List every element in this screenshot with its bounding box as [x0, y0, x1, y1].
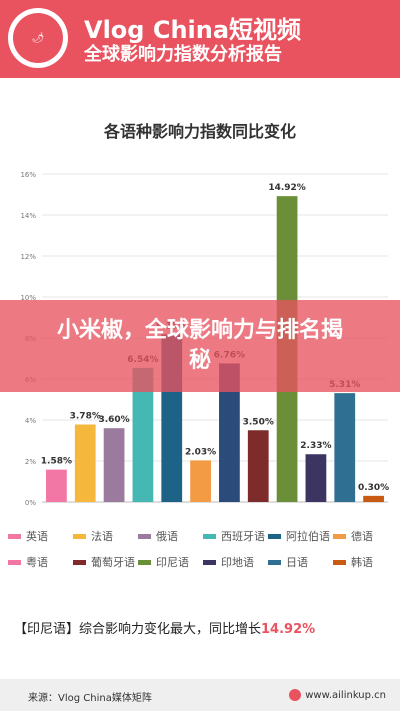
- legend-swatch: [268, 559, 281, 565]
- legend-label: 印尼语: [156, 556, 189, 569]
- legend-swatch: [333, 533, 346, 539]
- legend-item: 印尼语: [138, 554, 189, 570]
- bar-英语: [247, 430, 269, 502]
- legend-item: 法语: [73, 528, 113, 544]
- y-tick-label: 12%: [20, 253, 36, 261]
- legend-swatch: [333, 559, 346, 565]
- legend-swatch: [203, 533, 216, 539]
- bar-data-label: 2.33%: [300, 441, 331, 451]
- legend-swatch: [73, 533, 86, 539]
- y-tick-label: 0%: [25, 499, 36, 507]
- legend-label: 粤语: [26, 556, 48, 569]
- legend-label: 德语: [351, 530, 373, 543]
- chili-logo-icon: 🌶: [13, 13, 63, 63]
- bar-德语: [190, 460, 211, 502]
- overlay-banner: 小米椒，全球影响力与排名揭秘: [0, 300, 400, 392]
- footer-bar: 来源：Vlog China媒体矩阵 www.ailinkup.cn: [0, 679, 400, 711]
- y-tick-label: 4%: [25, 417, 36, 425]
- summary-highlight: 14.92%: [261, 622, 316, 637]
- legend-swatch: [268, 533, 281, 539]
- header-title: Vlog China短视频: [84, 16, 302, 44]
- bar-data-label: 3.78%: [70, 412, 101, 422]
- report-header: 🌶 Vlog China短视频 全球影响力指数分析报告: [0, 0, 400, 78]
- legend-label: 西班牙语: [221, 530, 265, 543]
- legend-label: 阿拉伯语: [286, 530, 330, 543]
- legend-item: 英语: [8, 528, 48, 544]
- summary-text: 【印尼语】综合影响力变化最大，同比增长: [14, 622, 262, 637]
- y-tick-label: 16%: [20, 171, 36, 179]
- footer-source: 来源：Vlog China媒体矩阵: [28, 693, 152, 704]
- legend-item: 韩语: [333, 554, 373, 570]
- legend-swatch: [8, 559, 21, 565]
- globe-icon: [289, 689, 302, 701]
- legend-item: 印地语: [203, 554, 254, 570]
- legend-label: 韩语: [351, 556, 373, 569]
- legend-item: 德语: [333, 528, 373, 544]
- bar-data-label: 0.30%: [358, 483, 389, 493]
- overlay-text: 小米椒，全球影响力与排名揭秘: [56, 318, 343, 373]
- bar-日语: [334, 393, 356, 502]
- header-subtitle: 全球影响力指数分析报告: [84, 44, 282, 65]
- bar-韩语: [363, 495, 384, 502]
- bar-data-label: 1.58%: [41, 457, 72, 467]
- legend-label: 俄语: [156, 530, 178, 543]
- legend-swatch: [138, 559, 151, 565]
- bar-法语: [74, 424, 96, 502]
- legend-label: 日语: [286, 556, 308, 569]
- legend-label: 葡萄牙语: [91, 556, 135, 569]
- legend-item: 葡萄牙语: [73, 554, 135, 570]
- legend-swatch: [138, 533, 151, 539]
- bar-data-label: 14.92%: [268, 183, 306, 193]
- legend-item: 俄语: [138, 528, 178, 544]
- legend-swatch: [203, 559, 216, 565]
- legend-label: 英语: [26, 530, 48, 543]
- footer-site-text[interactable]: www.ailinkup.cn: [305, 689, 386, 701]
- bar-粤语: [46, 469, 67, 502]
- bar-西班牙语: [132, 367, 154, 502]
- legend-swatch: [8, 533, 21, 539]
- legend-item: 阿拉伯语: [268, 528, 330, 544]
- bar-data-label: 2.03%: [185, 447, 216, 457]
- bar-葡萄牙语: [219, 363, 240, 502]
- bar-印地语: [305, 454, 327, 502]
- y-tick-label: 10%: [20, 294, 36, 302]
- legend-label: 印地语: [221, 556, 254, 569]
- legend-label: 法语: [91, 530, 113, 543]
- bar-data-label: 3.50%: [243, 417, 274, 427]
- bar-data-label: 3.60%: [98, 415, 129, 425]
- brand-logo: 🌶: [8, 8, 68, 68]
- y-tick-label: 14%: [20, 212, 36, 220]
- footer-site[interactable]: www.ailinkup.cn: [289, 689, 386, 701]
- legend-item: 西班牙语: [203, 528, 265, 544]
- legend-swatch: [73, 559, 86, 565]
- legend-item: 日语: [268, 554, 308, 570]
- legend-item: 粤语: [8, 554, 48, 570]
- bar-俄语: [103, 428, 125, 502]
- y-tick-label: 2%: [25, 458, 36, 466]
- chart-title: 各语种影响力指数同比变化: [103, 122, 296, 141]
- summary-line: 【印尼语】综合影响力变化最大，同比增长14.92%: [14, 618, 315, 637]
